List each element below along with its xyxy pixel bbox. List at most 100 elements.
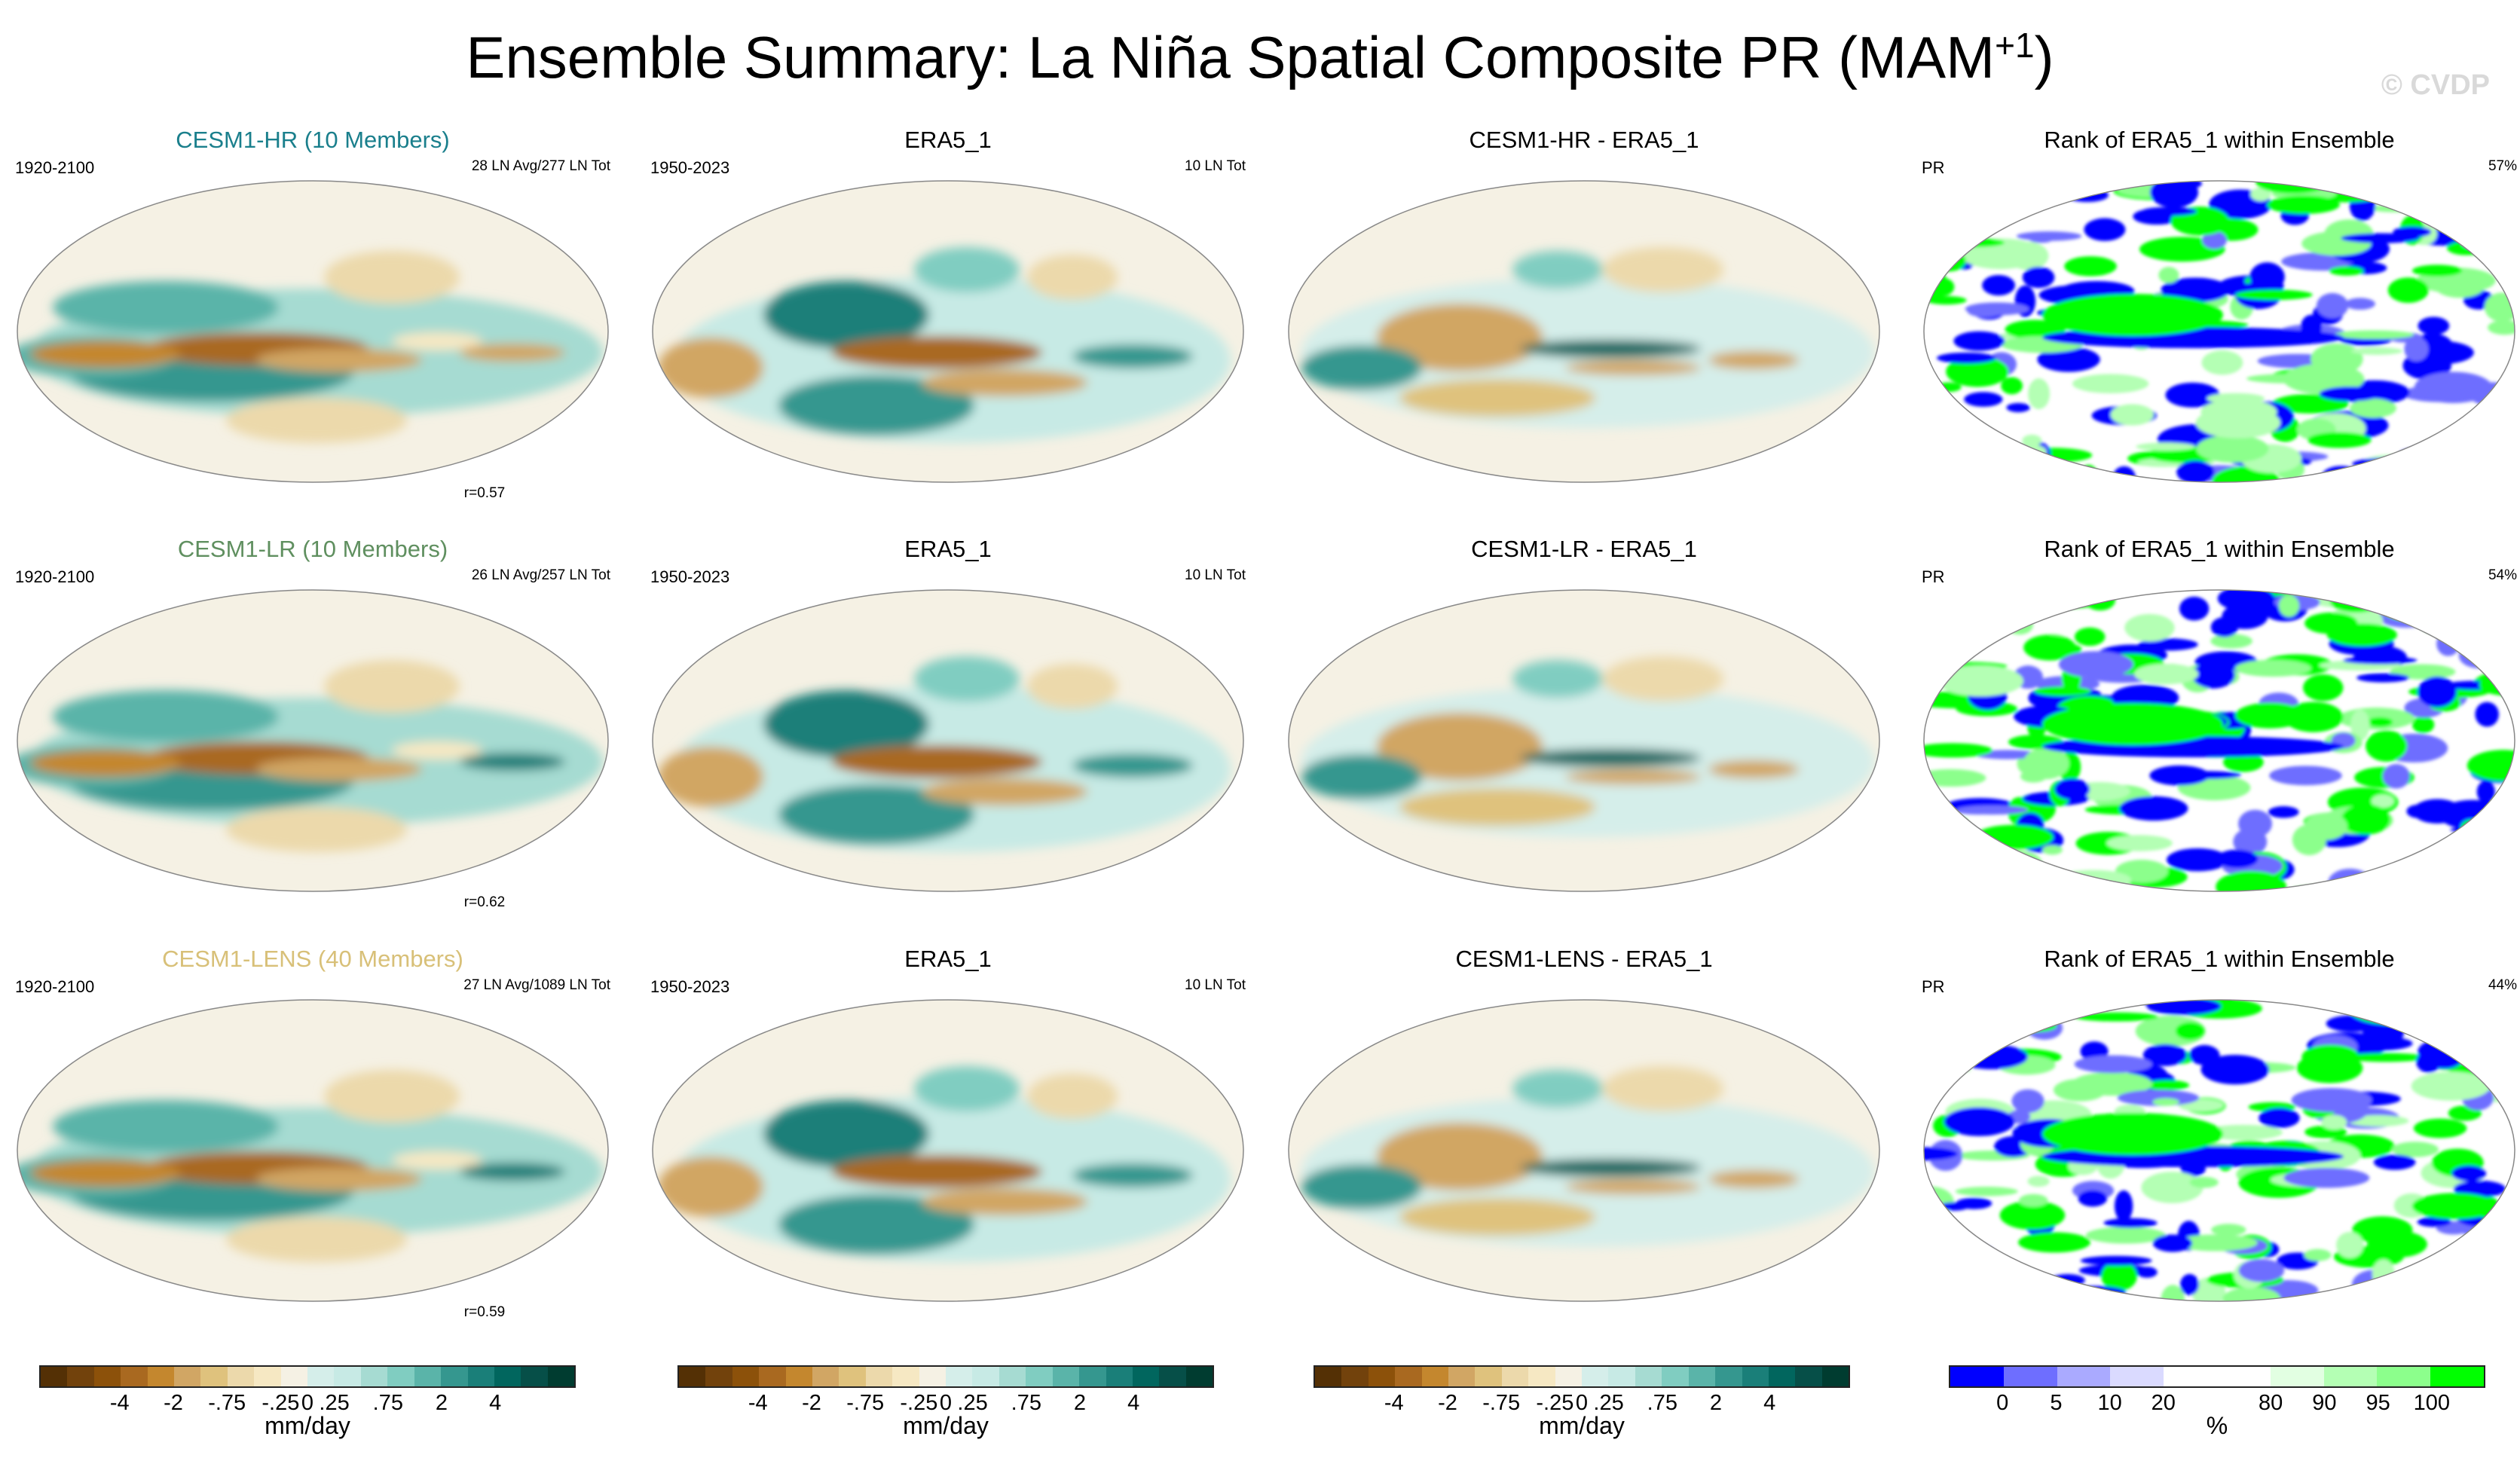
rank-patch — [2341, 233, 2420, 243]
rank-patch — [2291, 885, 2361, 891]
rank-patch — [2152, 1234, 2193, 1252]
colorbar-unit: mm/day — [265, 1412, 350, 1439]
panel-title: CESM1-LENS (40 Members) — [162, 946, 463, 972]
rank-patch — [2426, 1282, 2481, 1297]
colorbar-swatch — [1079, 1367, 1106, 1386]
rank-patch — [2382, 763, 2410, 789]
colorbar-tick-label: -4 — [748, 1391, 768, 1415]
rank-patch — [2350, 709, 2370, 741]
field-blob — [1377, 1123, 1543, 1190]
panel-left-label: 1950-2023 — [650, 567, 730, 586]
map-outline — [1288, 999, 1880, 1302]
rank-patch — [2446, 186, 2492, 216]
rank-patch — [2191, 662, 2235, 689]
colorbar-swatch — [521, 1367, 548, 1386]
colorbar-swatch — [946, 1367, 973, 1386]
diff-panel: CESM1-LENS - ERA5_1 — [1286, 944, 1882, 1336]
panel-title: Rank of ERA5_1 within Ensemble — [2044, 536, 2395, 562]
colorbar-tick-label: .25 — [319, 1391, 350, 1415]
rank-patch — [2259, 1108, 2300, 1129]
rank-patch — [1999, 1200, 2066, 1230]
rank-patch — [2353, 1294, 2427, 1301]
rank-patch — [2372, 1259, 2395, 1289]
field-blob — [1520, 1159, 1701, 1177]
rank-patch — [2235, 289, 2313, 301]
colorbar-swatch — [1582, 1367, 1609, 1386]
rank-patch — [1924, 590, 1977, 607]
model-panel: CESM1-LR (10 Members) 1920-2100 26 LN Avg/… — [15, 534, 610, 926]
rank-patch — [2476, 1248, 2499, 1263]
rank-patch — [2369, 204, 2418, 212]
map-area — [1922, 588, 2517, 893]
field-blob — [256, 757, 422, 781]
rank-patch — [2267, 195, 2340, 215]
field-blob — [324, 660, 460, 713]
rank-map — [1923, 999, 2515, 1302]
colorbar-swatch — [1475, 1367, 1502, 1386]
colorbar-swatch — [1501, 1367, 1529, 1386]
rank-patch — [2042, 703, 2223, 745]
colorbar-swatch — [121, 1367, 148, 1386]
rank-patch — [2476, 781, 2495, 803]
rank-patch — [1928, 1000, 1959, 1021]
panel-right-label: 27 LN Avg/1089 LN Tot — [463, 977, 610, 993]
colorbar-swatch — [1768, 1367, 1796, 1386]
rank-patch — [2429, 181, 2495, 204]
rank-patch — [2304, 612, 2358, 634]
rank-patch — [2000, 1283, 2048, 1294]
field-blob — [1072, 344, 1193, 368]
obs-map — [652, 999, 1244, 1302]
rank-patch — [2343, 656, 2418, 665]
rank-patch — [2352, 1216, 2413, 1244]
colorbar-swatch — [1106, 1367, 1133, 1386]
rank-patch — [2217, 590, 2275, 612]
panel-left-label: PR — [1922, 977, 1945, 996]
colorbar-swatch — [1026, 1367, 1053, 1386]
colorbar-tick-label: 2 — [435, 1391, 448, 1415]
field-blob — [1027, 255, 1118, 300]
rank-patch — [2124, 613, 2175, 642]
obs-map — [652, 180, 1244, 483]
colorbar-tick-label: 4 — [1763, 1391, 1776, 1415]
rank-patch — [2074, 1012, 2158, 1022]
rank-patch — [2136, 1267, 2158, 1278]
rank-patch — [2307, 432, 2372, 448]
field-blob — [53, 690, 279, 743]
rank-panel: Rank of ERA5_1 within Ensemble PR 54% — [1922, 534, 2517, 926]
rank-patch — [2416, 1051, 2442, 1073]
panel-title: CESM1-LR (10 Members) — [177, 536, 448, 562]
colorbar-swatch — [1608, 1367, 1635, 1386]
rank-patch — [2044, 469, 2101, 482]
rank-patch — [2084, 218, 2126, 241]
field-blob — [1512, 1070, 1603, 1108]
field-blob — [53, 281, 279, 334]
map-outline — [1288, 589, 1880, 892]
field-blob — [763, 281, 929, 349]
colorbar-swatch — [2270, 1367, 2324, 1386]
rank-patch — [2180, 1273, 2200, 1295]
map-area — [1922, 179, 2517, 484]
rank-patch — [2441, 1268, 2507, 1287]
field-blob — [922, 369, 1087, 396]
colorbar-swatch — [1159, 1367, 1186, 1386]
panel-right-label: 10 LN Tot — [1185, 158, 1246, 174]
colorbar-boxes — [39, 1365, 576, 1388]
rank-patch — [2344, 1053, 2427, 1062]
colorbar-swatch — [2430, 1367, 2484, 1386]
colorbar-swatch — [972, 1367, 999, 1386]
colorbar-boxes — [1314, 1365, 1850, 1388]
field-blob — [392, 332, 482, 350]
panel-title: CESM1-LENS - ERA5_1 — [1455, 946, 1713, 972]
obs-panel: ERA5_1 1950-2023 10 LN Tot — [650, 534, 1246, 926]
rank-patch — [1924, 1147, 1958, 1161]
map-outline — [652, 589, 1244, 892]
rank-patch — [2486, 214, 2515, 244]
field-blob — [831, 1155, 1042, 1188]
rank-patch — [2379, 865, 2464, 876]
field-blob — [831, 336, 1042, 369]
field-blob — [763, 1100, 929, 1168]
field-blob — [1603, 656, 1723, 701]
colorbar-swatch — [360, 1367, 388, 1386]
rank-patch — [2074, 627, 2106, 646]
rank-patch — [2023, 634, 2076, 661]
